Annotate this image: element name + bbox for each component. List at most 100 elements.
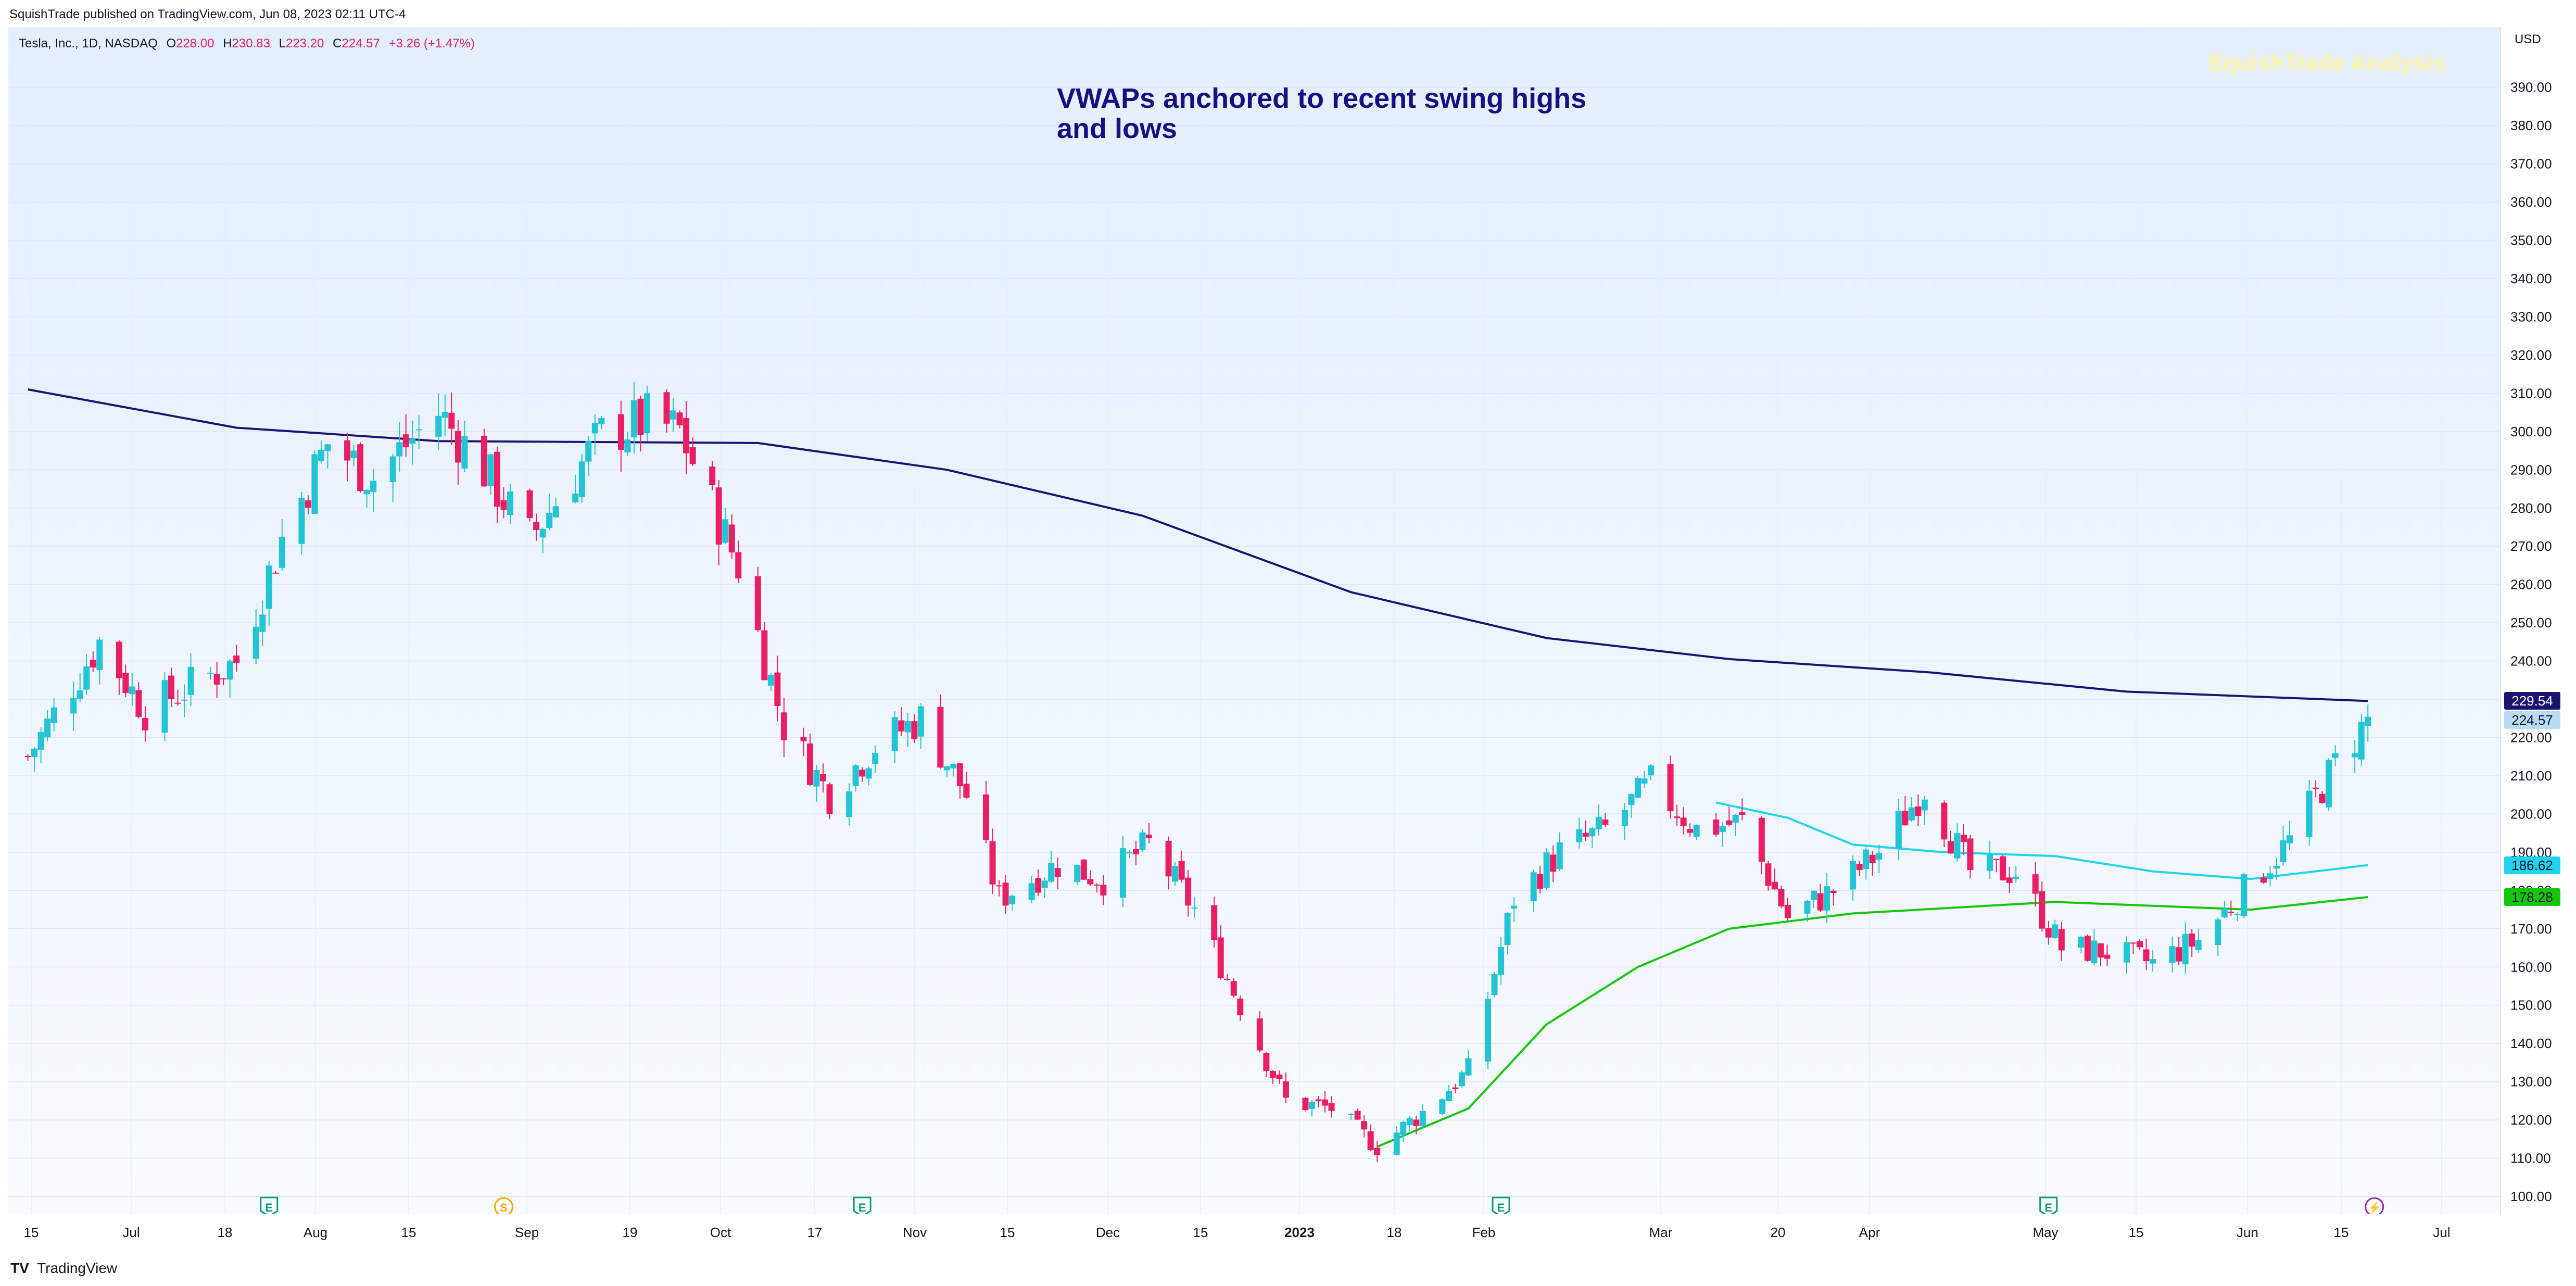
candle-body (813, 770, 820, 787)
candle-body (2319, 793, 2326, 803)
candle-body (637, 398, 644, 435)
candle-body (2313, 787, 2319, 789)
chart-area[interactable]: E S E E E ⚡ (8, 27, 2500, 1214)
candle-body (1602, 819, 1609, 825)
candle-body (1543, 852, 1550, 888)
y-tick-label: 260.00 (2510, 577, 2552, 592)
candle-body (989, 841, 996, 885)
candle-body (891, 717, 898, 751)
candle-body (846, 791, 853, 817)
candle-body (1719, 826, 1726, 833)
candle-body (1863, 849, 1870, 869)
earnings-event-marker[interactable]: E (853, 1196, 872, 1214)
candle-body (767, 674, 774, 686)
x-tick-label: Jul (122, 1225, 140, 1240)
candle-body (1217, 937, 1224, 978)
high-label: H (223, 36, 232, 51)
candle-body (129, 686, 135, 695)
candle-body (402, 434, 409, 448)
candle-body (77, 690, 83, 699)
candle-body (1869, 854, 1876, 863)
candle-body (728, 524, 735, 553)
time-axis[interactable]: 15 Jul 18 Aug 15 Sep 19 Oct 17 Nov 15 Dec 15 2023 18 Fe… (0, 1214, 2576, 1251)
candle-body (2215, 919, 2221, 945)
x-tick-label: Aug (304, 1225, 327, 1240)
event-marker-shape (2365, 1197, 2384, 1214)
candle-body (1641, 778, 1648, 784)
y-tick-label: 280.00 (2510, 500, 2552, 516)
candle-body (1895, 811, 1902, 849)
publish-header: SquishTrade published on TradingView.com… (0, 0, 2576, 27)
candle-body (1439, 1099, 1446, 1114)
candle-body (1961, 835, 1967, 842)
y-tick-label: 240.00 (2510, 653, 2552, 669)
candle-body (1139, 832, 1146, 850)
candle-body (1582, 833, 1589, 837)
candle-body (1621, 810, 1628, 826)
x-tick-label: 15 (1000, 1225, 1015, 1240)
news-flash-marker[interactable]: ⚡ (2365, 1197, 2384, 1214)
candle-body (715, 487, 722, 545)
price-tag: 178.28 (2504, 888, 2560, 906)
candle-body (1237, 998, 1244, 1016)
candle-body (1100, 885, 1107, 896)
candle-body (2189, 933, 2195, 947)
candle-body (552, 506, 559, 518)
candle-body (1146, 835, 1152, 838)
event-marker-shape (2039, 1196, 2058, 1214)
price-tag: 229.54 (2504, 692, 2560, 710)
x-tick-label: Apr (1859, 1225, 1880, 1240)
candle-body (500, 500, 507, 510)
split-event-marker[interactable]: S (494, 1197, 514, 1214)
y-tick-label: 300.00 (2510, 424, 2552, 439)
candle-body (363, 489, 370, 495)
chart-annotation[interactable]: VWAPs anchored to recent swing highs and… (1057, 83, 1587, 144)
candle-body (943, 766, 950, 771)
candle-body (350, 450, 357, 458)
candle-body (1080, 859, 1087, 880)
event-marker-label: E (858, 1201, 866, 1214)
candle-body (630, 400, 637, 438)
candle-body (2352, 753, 2358, 758)
candle-body (1348, 1114, 1355, 1115)
candle-body (526, 490, 533, 519)
candle-body (2045, 928, 2052, 938)
candle-body (852, 765, 859, 786)
candle-body (670, 410, 677, 420)
candle-body (1315, 1099, 1322, 1102)
y-tick-label: 110.00 (2510, 1151, 2551, 1166)
candle-body (1452, 1087, 1459, 1089)
candle-body (578, 461, 585, 498)
high-value: 230.83 (232, 36, 270, 51)
candle-body (689, 447, 696, 464)
vwap-low-line (1377, 896, 2368, 1148)
chart-canvas[interactable]: E S E E E ⚡ (8, 27, 2500, 1214)
candle-body (448, 412, 455, 429)
candle-body (1530, 872, 1537, 902)
x-tick-label: Jun (2237, 1225, 2258, 1240)
tradingview-logo-icon: TV (10, 1260, 29, 1276)
event-marker-shape (853, 1196, 872, 1214)
earnings-event-marker[interactable]: E (260, 1196, 279, 1214)
candle-body (1322, 1099, 1329, 1106)
vwap-swing-high-line (28, 388, 2368, 702)
tradingview-brand[interactable]: TV TradingView (10, 1260, 117, 1277)
candle-body (872, 753, 879, 764)
x-tick-label: Jul (2433, 1225, 2450, 1240)
candle-body (1954, 833, 1961, 859)
y-tick-label: 220.00 (2510, 730, 2552, 746)
candle-body (956, 763, 963, 787)
earnings-event-marker[interactable]: E (2039, 1196, 2058, 1214)
candle-body (1413, 1119, 1420, 1126)
y-tick-label: 150.00 (2510, 998, 2552, 1013)
candle-body (116, 641, 122, 678)
candle-body (1185, 877, 1192, 906)
time-axis-canvas: 15 Jul 18 Aug 15 Sep 19 Oct 17 Nov 15 Dec 15 2023 18 Fe… (24, 1225, 2451, 1240)
earnings-event-marker[interactable]: E (1492, 1196, 1510, 1214)
y-tick-label: 210.00 (2510, 768, 2552, 784)
y-tick-label: 340.00 (2510, 271, 2552, 286)
price-axis[interactable]: 100.00 110.00 120.00 130.00 140.00 150.00 160.… (2500, 27, 2576, 1214)
candle-body (1993, 859, 2000, 860)
candle-body (1648, 765, 1655, 776)
y-tick-label: 270.00 (2510, 538, 2552, 554)
